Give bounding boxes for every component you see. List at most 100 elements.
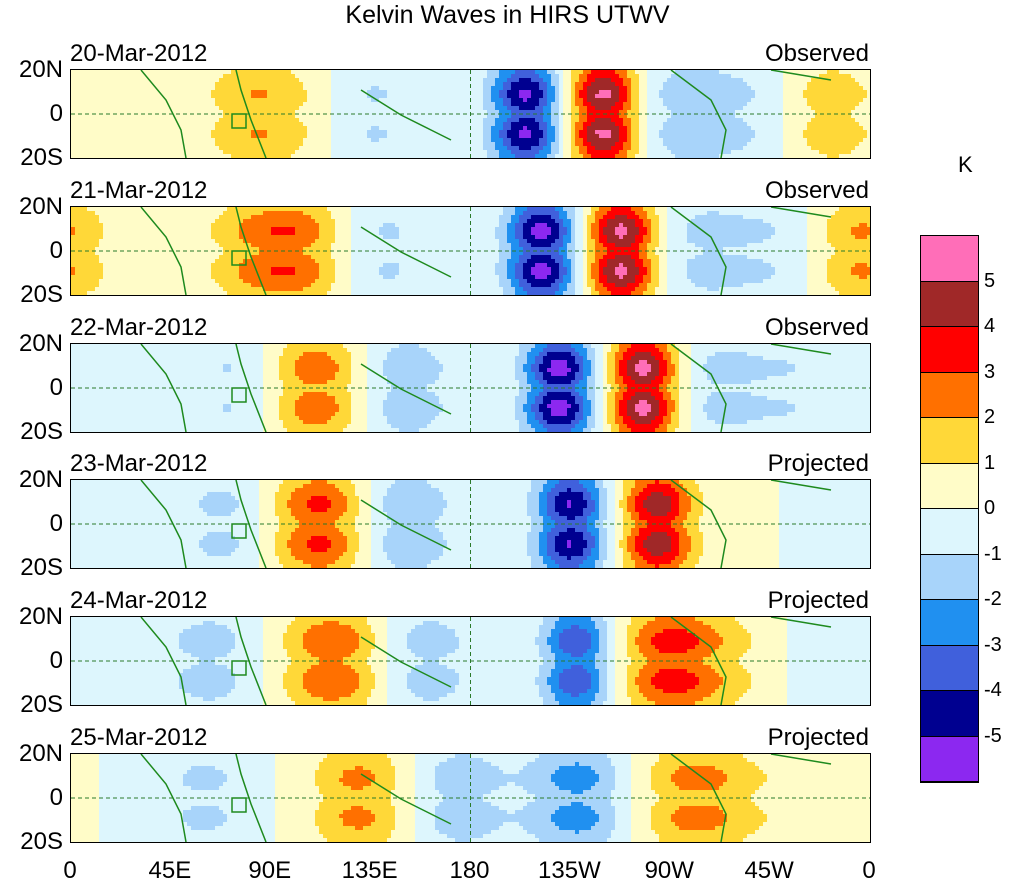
heatmap-cell — [231, 86, 236, 91]
heatmap-cell — [127, 90, 132, 95]
heatmap-cell — [111, 114, 116, 119]
heatmap-cell — [223, 130, 228, 135]
heatmap-cell — [103, 291, 108, 295]
heatmap-cell — [395, 82, 400, 87]
heatmap-cell — [563, 146, 568, 151]
heatmap-cell — [607, 138, 612, 143]
heatmap-cell — [211, 106, 216, 111]
heatmap-cell — [111, 122, 116, 127]
heatmap-cell — [159, 247, 164, 252]
heatmap-cell — [451, 102, 456, 107]
heatmap-cell — [147, 134, 152, 139]
heatmap-cell — [87, 118, 92, 123]
heatmap-cell — [331, 134, 336, 139]
heatmap-cell — [787, 126, 792, 131]
heatmap-cell — [567, 82, 572, 87]
heatmap-cell — [303, 146, 308, 151]
heatmap-cell — [411, 102, 416, 107]
heatmap-cell — [835, 126, 840, 131]
heatmap-cell — [455, 126, 460, 131]
heatmap-cell — [175, 82, 180, 87]
heatmap-cell — [659, 70, 664, 75]
heatmap-cell — [135, 78, 140, 83]
heatmap-cell — [403, 142, 408, 147]
heatmap-cell — [223, 86, 228, 91]
heatmap-cell — [335, 146, 340, 151]
heatmap-cell — [427, 106, 432, 111]
heatmap-cell — [631, 150, 636, 155]
heatmap-cell — [143, 267, 148, 272]
heatmap-cell — [115, 215, 120, 220]
heatmap-cell — [867, 106, 870, 111]
heatmap-cell — [671, 118, 676, 123]
heatmap-cell — [419, 98, 424, 103]
heatmap-cell — [335, 118, 340, 123]
heatmap-cell — [723, 94, 728, 99]
heatmap-cell — [307, 126, 312, 131]
heatmap-cell — [91, 126, 96, 131]
heatmap-cell — [91, 283, 96, 288]
heatmap-cell — [331, 154, 336, 158]
heatmap-cell — [79, 219, 84, 224]
heatmap-cell — [779, 118, 784, 123]
heatmap-cell — [435, 94, 440, 99]
heatmap-cell — [799, 122, 804, 127]
heatmap-cell — [435, 110, 440, 115]
heatmap-cell — [775, 122, 780, 127]
heatmap-cell — [379, 130, 384, 135]
heatmap-cell — [547, 86, 552, 91]
heatmap-cell — [759, 74, 764, 79]
heatmap-cell — [715, 98, 720, 103]
heatmap-cell — [99, 130, 104, 135]
heatmap-cell — [567, 142, 572, 147]
heatmap-cell — [259, 126, 264, 131]
heatmap-cell — [511, 90, 516, 95]
heatmap-cell — [491, 78, 496, 83]
heatmap-cell — [367, 150, 372, 155]
heatmap-cell — [611, 70, 616, 75]
heatmap-cell — [595, 90, 600, 95]
heatmap-cell — [727, 94, 732, 99]
heatmap-cell — [271, 70, 276, 75]
heatmap-cell — [635, 130, 640, 135]
heatmap-cell — [835, 130, 840, 135]
heatmap-cell — [431, 134, 436, 139]
heatmap-cell — [111, 219, 116, 224]
heatmap-cell — [571, 106, 576, 111]
heatmap-cell — [335, 134, 340, 139]
heatmap-cell — [75, 126, 80, 131]
heatmap-cell — [699, 138, 704, 143]
heatmap-cell — [719, 102, 724, 107]
heatmap-cell — [183, 70, 188, 75]
heatmap-cell — [215, 110, 220, 115]
heatmap-cell — [847, 130, 852, 135]
heatmap-cell — [503, 154, 508, 158]
heatmap-cell — [255, 138, 260, 143]
heatmap-cell — [635, 114, 640, 119]
heatmap-cell — [775, 90, 780, 95]
heatmap-cell — [379, 134, 384, 139]
heatmap-cell — [679, 110, 684, 115]
heatmap-cell — [347, 106, 352, 111]
heatmap-cell — [175, 227, 180, 232]
heatmap-cell — [595, 98, 600, 103]
heatmap-cell — [391, 82, 396, 87]
heatmap-cell — [659, 106, 664, 111]
heatmap-cell — [211, 94, 216, 99]
heatmap-cell — [771, 70, 776, 75]
heatmap-cell — [751, 70, 756, 75]
heatmap-cell — [651, 142, 656, 147]
heatmap-cell — [555, 70, 560, 75]
heatmap-cell — [319, 110, 324, 115]
heatmap-cell — [615, 94, 620, 99]
heatmap-cell — [155, 154, 160, 158]
heatmap-cell — [99, 263, 104, 268]
heatmap-cell — [275, 126, 280, 131]
heatmap-cell — [367, 82, 372, 87]
heatmap-cell — [771, 78, 776, 83]
heatmap-cell — [863, 86, 868, 91]
heatmap-cell — [323, 86, 328, 91]
heatmap-cell — [755, 82, 760, 87]
heatmap-cell — [167, 142, 172, 147]
heatmap-cell — [707, 126, 712, 131]
